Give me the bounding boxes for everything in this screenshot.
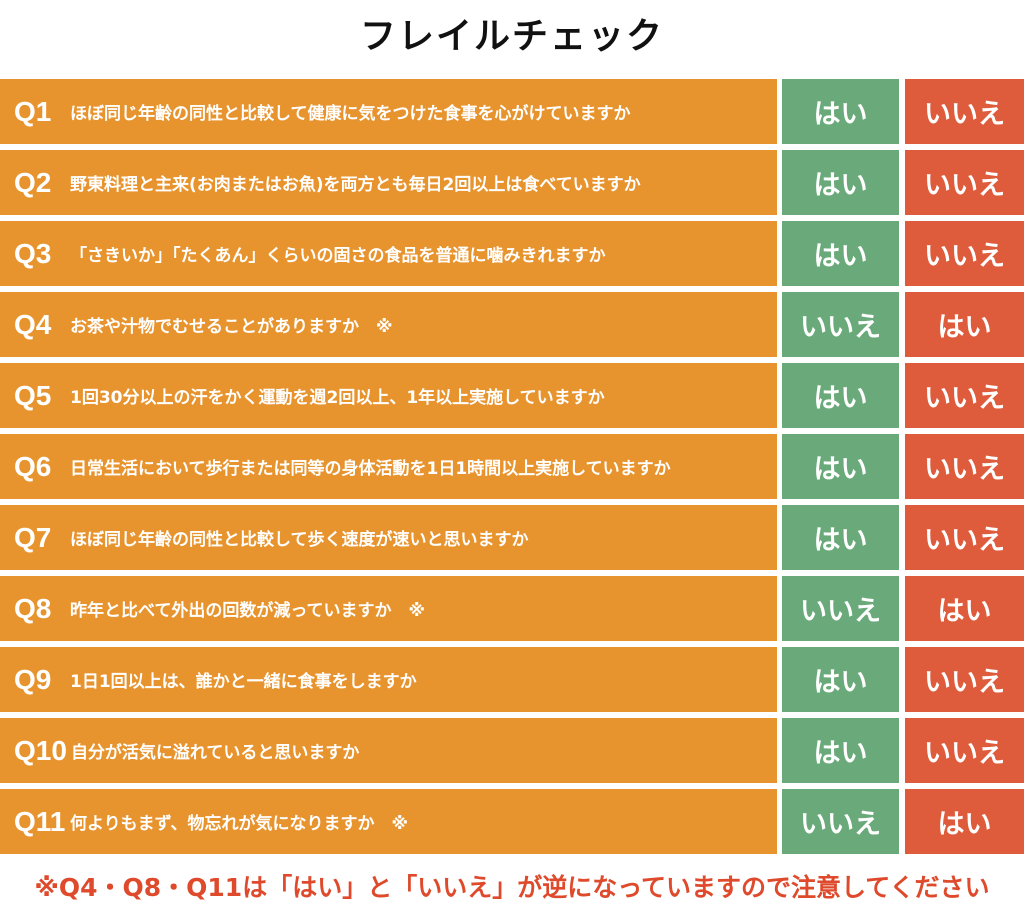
answer-option-a[interactable]: はい	[782, 363, 899, 428]
question-cell: Q3 「さきいか」「たくあん」くらいの固さの食品を普通に噛みきれますか	[0, 221, 777, 286]
question-number: Q10	[14, 734, 67, 766]
question-cell: Q8 昨年と比べて外出の回数が減っていますか ※	[0, 576, 777, 641]
answer-option-b[interactable]: いいえ	[905, 221, 1024, 286]
question-number: Q9	[14, 663, 52, 695]
answer-option-b[interactable]: いいえ	[905, 718, 1024, 783]
question-row-6: Q6 日常生活において歩行または同等の身体活動を1日1時間以上実施していますか …	[0, 434, 1024, 499]
page-title: フレイルチェック	[359, 16, 664, 57]
answer-option-b[interactable]: はい	[905, 292, 1024, 357]
answer-option-a[interactable]: はい	[782, 150, 899, 215]
question-number: Q3	[14, 237, 52, 269]
answer-option-b[interactable]: はい	[905, 576, 1024, 641]
answer-option-a[interactable]: いいえ	[782, 292, 899, 357]
question-row-1: Q1 ほぼ同じ年齢の同性と比較して健康に気をつけた食事を心がけていますか はい …	[0, 79, 1024, 144]
question-number: Q11	[14, 805, 66, 837]
question-row-9: Q9 1日1回以上は、誰かと一緒に食事をしますか はい いいえ	[0, 647, 1024, 712]
answer-option-a[interactable]: はい	[782, 647, 899, 712]
question-cell: Q1 ほぼ同じ年齢の同性と比較して健康に気をつけた食事を心がけていますか	[0, 79, 777, 144]
question-number: Q6	[14, 450, 52, 482]
question-row-11: Q11 何よりもまず、物忘れが気になりますか ※ いいえ はい	[0, 789, 1024, 854]
answer-option-b[interactable]: はい	[905, 789, 1024, 854]
question-text: 日常生活において歩行または同等の身体活動を1日1時間以上実施していますか	[70, 459, 671, 479]
footnote: ※Q4・Q8・Q11は「はい」と「いいえ」が逆になっていますので注意してください	[34, 873, 990, 902]
question-row-4: Q4 お茶や汁物でむせることがありますか ※ いいえ はい	[0, 292, 1024, 357]
question-text: 昨年と比べて外出の回数が減っていますか ※	[70, 601, 425, 621]
answer-option-b[interactable]: いいえ	[905, 79, 1024, 144]
question-cell: Q4 お茶や汁物でむせることがありますか ※	[0, 292, 777, 357]
answer-option-a[interactable]: いいえ	[782, 576, 899, 641]
answer-option-a[interactable]: はい	[782, 718, 899, 783]
answer-option-b[interactable]: いいえ	[905, 434, 1024, 499]
question-cell: Q2 野東料理と主来(お肉またはお魚)を両方とも毎日2回以上は食べていますか	[0, 150, 777, 215]
question-row-10: Q10 自分が活気に溢れていると思いますか はい いいえ	[0, 718, 1024, 783]
question-row-7: Q7 ほぼ同じ年齢の同性と比較して歩く速度が速いと思いますか はい いいえ	[0, 505, 1024, 570]
question-text: 野東料理と主来(お肉またはお魚)を両方とも毎日2回以上は食べていますか	[70, 175, 641, 195]
question-text: 自分が活気に溢れていると思いますか	[70, 743, 360, 763]
answer-option-b[interactable]: いいえ	[905, 150, 1024, 215]
question-cell: Q11 何よりもまず、物忘れが気になりますか ※	[0, 789, 777, 854]
answer-option-a[interactable]: はい	[782, 505, 899, 570]
question-cell: Q9 1日1回以上は、誰かと一緒に食事をしますか	[0, 647, 777, 712]
question-number: Q1	[14, 95, 52, 127]
answer-option-b[interactable]: いいえ	[905, 647, 1024, 712]
question-text: ほぼ同じ年齢の同性と比較して健康に気をつけた食事を心がけていますか	[70, 104, 631, 124]
question-number: Q8	[14, 592, 52, 624]
question-cell: Q7 ほぼ同じ年齢の同性と比較して歩く速度が速いと思いますか	[0, 505, 777, 570]
question-text: 「さきいか」「たくあん」くらいの固さの食品を普通に噛みきれますか	[70, 246, 606, 266]
answer-option-b[interactable]: いいえ	[905, 505, 1024, 570]
question-number: Q5	[14, 379, 52, 411]
question-text: 1回30分以上の汗をかく運動を週2回以上、1年以上実施していますか	[70, 388, 605, 408]
question-row-5: Q5 1回30分以上の汗をかく運動を週2回以上、1年以上実施していますか はい …	[0, 363, 1024, 428]
question-cell: Q6 日常生活において歩行または同等の身体活動を1日1時間以上実施していますか	[0, 434, 777, 499]
question-number: Q7	[14, 521, 52, 553]
answer-option-a[interactable]: はい	[782, 434, 899, 499]
question-text: 何よりもまず、物忘れが気になりますか ※	[70, 814, 408, 834]
question-row-8: Q8 昨年と比べて外出の回数が減っていますか ※ いいえ はい	[0, 576, 1024, 641]
question-cell: Q5 1回30分以上の汗をかく運動を週2回以上、1年以上実施していますか	[0, 363, 777, 428]
question-row-2: Q2 野東料理と主来(お肉またはお魚)を両方とも毎日2回以上は食べていますか は…	[0, 150, 1024, 215]
answer-option-b[interactable]: いいえ	[905, 363, 1024, 428]
question-number: Q4	[14, 308, 52, 340]
question-row-3: Q3 「さきいか」「たくあん」くらいの固さの食品を普通に噛みきれますか はい い…	[0, 221, 1024, 286]
answer-option-a[interactable]: はい	[782, 79, 899, 144]
answer-option-a[interactable]: はい	[782, 221, 899, 286]
question-text: ほぼ同じ年齢の同性と比較して歩く速度が速いと思いますか	[70, 530, 529, 550]
question-text: お茶や汁物でむせることがありますか ※	[70, 317, 393, 337]
question-number: Q2	[14, 166, 52, 198]
question-text: 1日1回以上は、誰かと一緒に食事をしますか	[70, 672, 417, 692]
question-cell: Q10 自分が活気に溢れていると思いますか	[0, 718, 777, 783]
answer-option-a[interactable]: いいえ	[782, 789, 899, 854]
